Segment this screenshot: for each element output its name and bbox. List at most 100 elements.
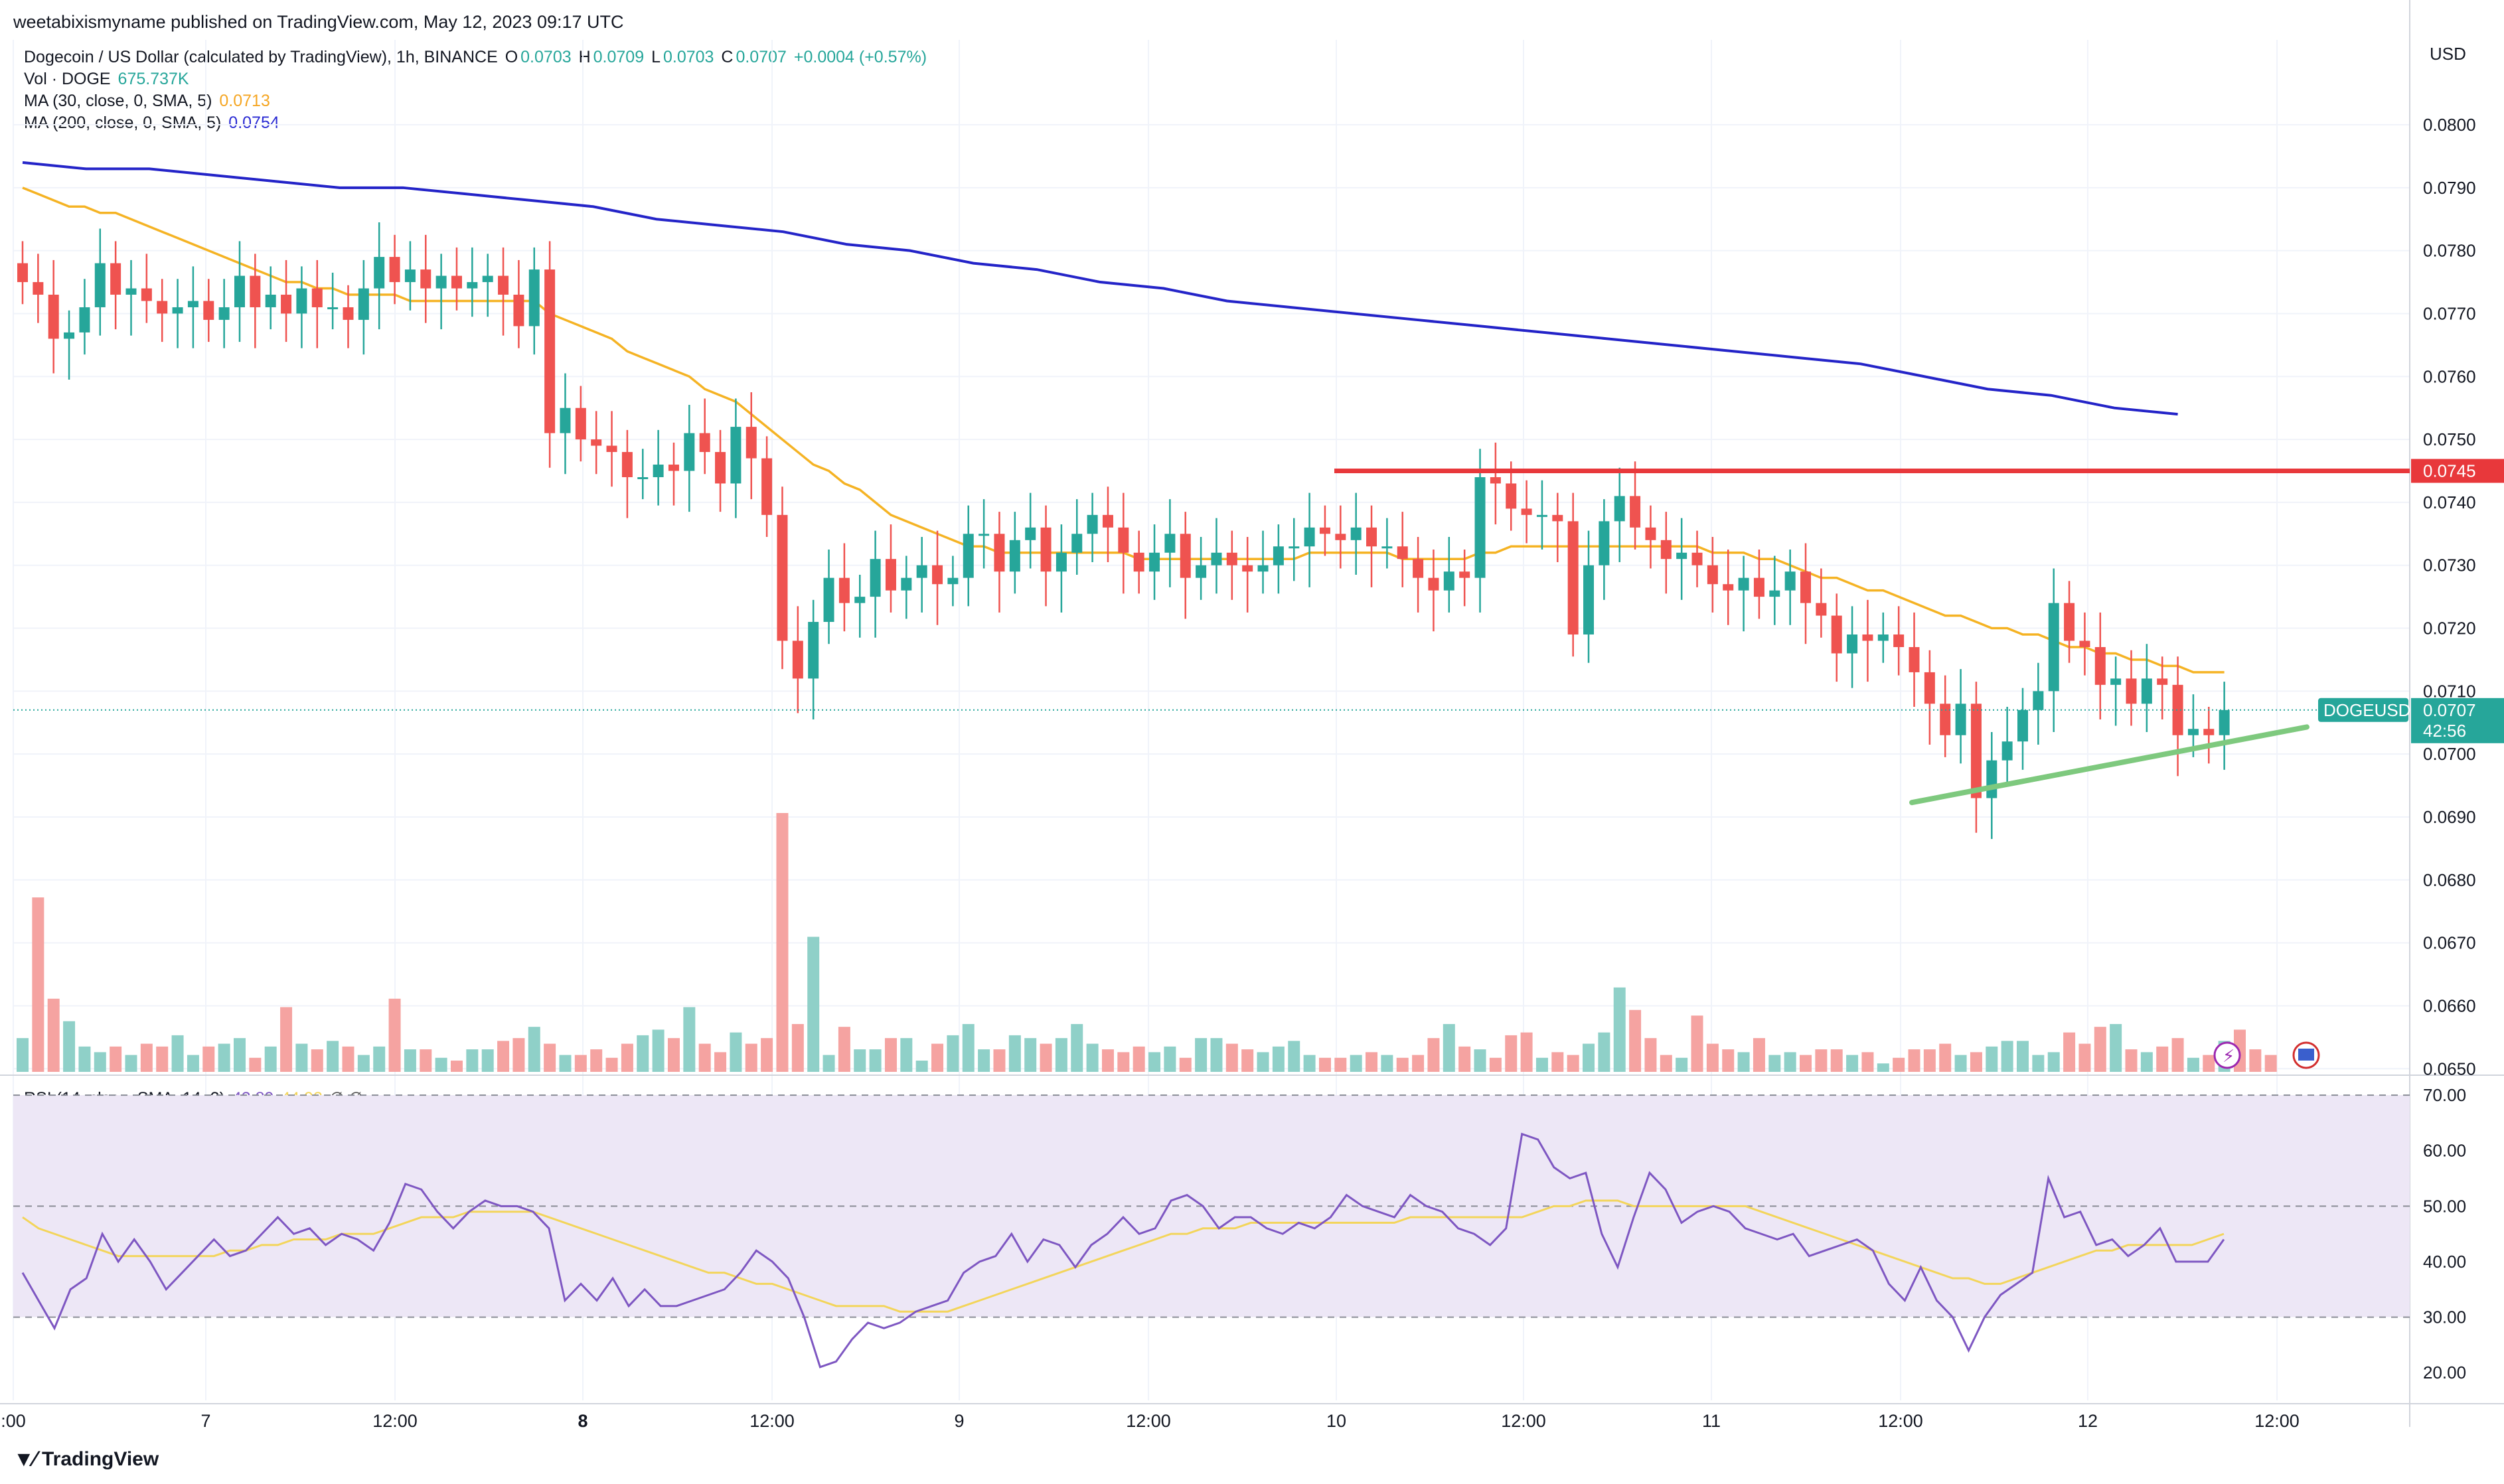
candle-body: [94, 263, 106, 307]
candle-body: [1630, 496, 1641, 528]
volume-bar: [1800, 1055, 1812, 1072]
candle-body: [1350, 527, 1362, 540]
candle-body: [560, 408, 571, 433]
symbol-tag: [2318, 698, 2408, 722]
volume-bar: [869, 1049, 882, 1072]
candle-body: [1381, 546, 1393, 549]
support-trendline: [1909, 724, 2309, 806]
candle-body: [1691, 552, 1703, 565]
volume-bar: [2203, 1055, 2215, 1072]
volume-bar: [187, 1055, 199, 1072]
low-value: 0.0703: [663, 48, 714, 66]
volume-bar: [590, 1049, 603, 1072]
volume-bar: [450, 1061, 463, 1072]
ma30-legend: MA (30, close, 0, SMA, 5) 0.0713: [24, 92, 273, 111]
volume-bar: [1381, 1055, 1393, 1072]
candle-body: [125, 288, 137, 295]
candle-body: [606, 445, 617, 453]
candle-body: [777, 514, 788, 641]
time-tick-label: 12:00: [1501, 1411, 1546, 1431]
volume-bar: [249, 1057, 262, 1072]
candle-body: [1831, 615, 1842, 654]
candle-body: [1645, 527, 1656, 540]
candle-body: [157, 301, 168, 314]
candle-body: [978, 534, 990, 536]
candle-body: [1226, 552, 1237, 565]
volume-bar: [140, 1043, 153, 1072]
candle-body: [281, 295, 292, 314]
candle-body: [1660, 540, 1672, 559]
volume-bar: [2156, 1046, 2169, 1072]
candle-body: [1087, 514, 1098, 534]
volume-bar: [714, 1052, 727, 1072]
volume-bar: [1272, 1046, 1285, 1072]
open-value: 0.0703: [520, 48, 572, 66]
volume-bar: [1706, 1043, 1719, 1072]
candle-body: [1257, 565, 1269, 572]
ma200-label: MA (200, close, 0, SMA, 5): [24, 113, 222, 132]
candle-body: [2203, 729, 2215, 735]
candle-body: [1583, 565, 1595, 635]
volume-bar: [2171, 1038, 2184, 1072]
symbol-legend: Dogecoin / US Dollar (calculated by Trad…: [24, 48, 929, 67]
volume-bar: [388, 998, 401, 1072]
volume-bar: [295, 1043, 308, 1072]
candle-body: [1273, 546, 1284, 565]
candle-body: [1599, 521, 1610, 565]
candle-body: [575, 408, 586, 440]
candle-body: [1459, 571, 1470, 578]
candle-body: [420, 269, 431, 289]
price-tick-label: 0.0720: [2423, 619, 2476, 638]
ma30-label: MA (30, close, 0, SMA, 5): [24, 92, 212, 110]
volume-bar: [1179, 1057, 1192, 1072]
volume-bar: [1908, 1049, 1920, 1072]
time-tick-label: 11: [1702, 1411, 1721, 1431]
volume-bar: [1474, 1049, 1486, 1072]
volume-bar: [1753, 1038, 1765, 1072]
volume-bar: [1893, 1057, 1905, 1072]
volume-bar: [1241, 1049, 1254, 1072]
candle-body: [1428, 577, 1439, 591]
candle-body: [1816, 603, 1827, 616]
candle-body: [1521, 508, 1532, 515]
candle-body: [684, 433, 695, 471]
volume-bar: [311, 1049, 323, 1072]
candle-body: [637, 477, 649, 479]
rsi-tick-label: 40.00: [2423, 1252, 2466, 1272]
price-tick-label: 0.0730: [2423, 556, 2476, 575]
time-tick-label: :00: [1, 1411, 26, 1431]
volume-bar: [838, 1027, 850, 1072]
candle-body: [916, 565, 927, 578]
close-value: 0.0707: [736, 48, 787, 66]
volume-bar: [17, 1038, 29, 1072]
volume-bar: [1288, 1041, 1300, 1072]
candle-body: [1567, 521, 1579, 635]
candle-body: [1397, 546, 1408, 559]
volume-bar: [1567, 1055, 1579, 1072]
candle-body: [250, 275, 261, 307]
candle-body: [1536, 514, 1547, 517]
volume-bar: [78, 1046, 91, 1072]
candle-body: [482, 275, 493, 283]
candle-body: [854, 597, 866, 603]
candle-body: [2017, 709, 2029, 742]
candle-body: [17, 263, 28, 283]
candle-body: [172, 307, 183, 314]
current-price-label: 0.0707: [2423, 700, 2476, 720]
time-tick-label: 12:00: [1878, 1411, 1923, 1431]
volume-bar: [357, 1055, 370, 1072]
symbol-tag-label: DOGEUSD: [2323, 700, 2410, 720]
volume-bar: [822, 1055, 835, 1072]
volume-bar: [1830, 1049, 1843, 1072]
volume-bar: [1334, 1057, 1347, 1072]
rsi-tick-label: 50.00: [2423, 1196, 2466, 1216]
candle-body: [374, 257, 385, 289]
volume-bar: [1613, 987, 1626, 1072]
candle-body: [668, 465, 679, 471]
volume-bar: [2187, 1057, 2199, 1072]
volume-bar: [1846, 1055, 1859, 1072]
resistance-price-tag: [2411, 459, 2504, 483]
candle-body: [653, 465, 664, 477]
rsi-tick-label: 20.00: [2423, 1363, 2466, 1382]
